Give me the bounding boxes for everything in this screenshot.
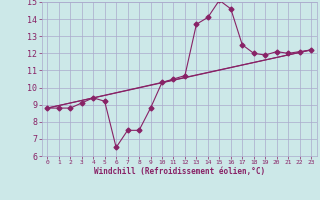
X-axis label: Windchill (Refroidissement éolien,°C): Windchill (Refroidissement éolien,°C) [94, 167, 265, 176]
